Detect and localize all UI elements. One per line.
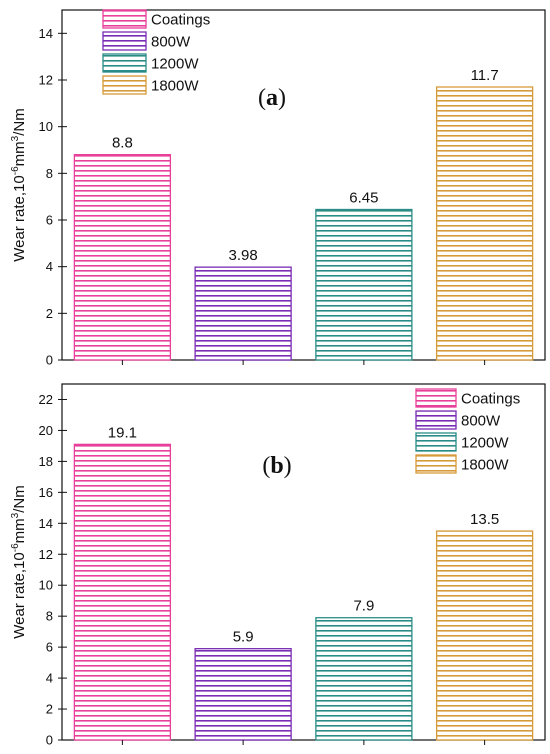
legend-label: 1800W — [151, 78, 199, 95]
y-tick-label: 2 — [46, 306, 53, 321]
plot-frame — [61, 383, 546, 741]
legend-swatch — [415, 454, 457, 474]
y-tick-label: 0 — [46, 733, 53, 748]
legend-label: 800W — [151, 34, 191, 51]
bar-coatings — [73, 443, 172, 741]
legend-label: Coatings — [461, 391, 520, 408]
y-axis-title: Wear rate,10-6mm3/Nm — [10, 485, 28, 638]
y-tick-label: 8 — [46, 609, 53, 624]
legend-label: 800W — [461, 413, 501, 430]
bar-800w — [194, 648, 292, 741]
y-tick-label: 12 — [39, 73, 53, 88]
y-tick-label: 6 — [46, 213, 53, 228]
data-label: 13.5 — [470, 511, 499, 528]
panel-label: (a) — [258, 85, 286, 111]
chart-panel-b: 0 2 4 6 8 10 12 14 16 18 20 22 19.1 5.9 7.9 13.5 Wear ra… — [10, 383, 546, 748]
data-label: 7.9 — [353, 598, 374, 615]
panel-label-close: ) — [278, 85, 286, 111]
bar-1800w — [435, 530, 534, 741]
panel-label: (b) — [262, 453, 291, 479]
bar-1200w — [315, 208, 413, 361]
y-tick-label: 12 — [39, 547, 53, 562]
y-axis-title-text: Wear rate,10 — [11, 175, 28, 261]
y-axis-title: Wear rate,10-6mm3/Nm — [10, 108, 28, 261]
y-tick-label: 22 — [39, 392, 53, 407]
legend-swatch — [102, 31, 147, 51]
legend-swatch — [415, 410, 457, 430]
legend-swatch — [415, 432, 457, 452]
plot-frame — [61, 9, 546, 361]
legend-label: 1200W — [461, 435, 509, 452]
y-tick-label: 10 — [39, 119, 53, 134]
legend-swatch — [102, 9, 147, 29]
data-label: 6.45 — [349, 190, 378, 207]
bar-coatings — [73, 154, 172, 361]
y-axis-title-superscript: -6 — [10, 166, 21, 175]
legend-swatch — [102, 75, 147, 95]
y-tick-label: 4 — [46, 259, 53, 274]
y-tick-label: 6 — [46, 640, 53, 655]
y-axis-title-superscript: -6 — [10, 543, 21, 552]
data-label: 8.8 — [112, 135, 133, 152]
y-axis-title-superscript: 3 — [10, 512, 21, 518]
panel-label-letter: b — [270, 453, 283, 479]
legend-label: 1200W — [151, 56, 199, 73]
y-tick-label: 14 — [39, 516, 53, 531]
chart-panel-a: 0 2 4 6 8 10 12 14 8.8 3.98 6.45 11.7 Wear rate,10-6… — [10, 9, 546, 368]
y-tick-label: 16 — [39, 485, 53, 500]
bar-1800w — [435, 86, 534, 361]
data-label: 19.1 — [108, 424, 137, 441]
legend-label: 1800W — [461, 457, 509, 474]
bar-1200w — [315, 617, 413, 741]
y-axis-title-superscript: 3 — [10, 135, 21, 141]
legend-swatch — [415, 388, 457, 408]
y-tick-label: 2 — [46, 702, 53, 717]
data-label: 11.7 — [471, 67, 499, 84]
y-tick-label: 14 — [39, 26, 53, 41]
y-axis-title-text: mm — [11, 518, 28, 543]
panel-label-letter: a — [266, 85, 278, 111]
data-label: 3.98 — [229, 247, 258, 264]
panel-label-open: ( — [262, 453, 270, 479]
y-tick-label: 20 — [39, 423, 53, 438]
y-tick-label: 18 — [39, 454, 53, 469]
y-tick-label: 4 — [46, 671, 53, 686]
panel-label-open: ( — [258, 85, 266, 111]
y-axis-title-text: /Nm — [11, 485, 28, 513]
y-tick-label: 0 — [46, 353, 53, 368]
y-axis-title-text: mm — [11, 141, 28, 166]
data-label: 5.9 — [233, 629, 254, 646]
legend-label: Coatings — [151, 12, 210, 29]
y-axis-title-text: /Nm — [11, 108, 28, 136]
bar-800w — [194, 266, 292, 361]
y-tick-label: 10 — [39, 578, 53, 593]
legend-swatch — [102, 53, 147, 73]
y-axis-title-text: Wear rate,10 — [11, 552, 28, 638]
y-tick-label: 8 — [46, 166, 53, 181]
panel-label-close: ) — [284, 453, 292, 479]
